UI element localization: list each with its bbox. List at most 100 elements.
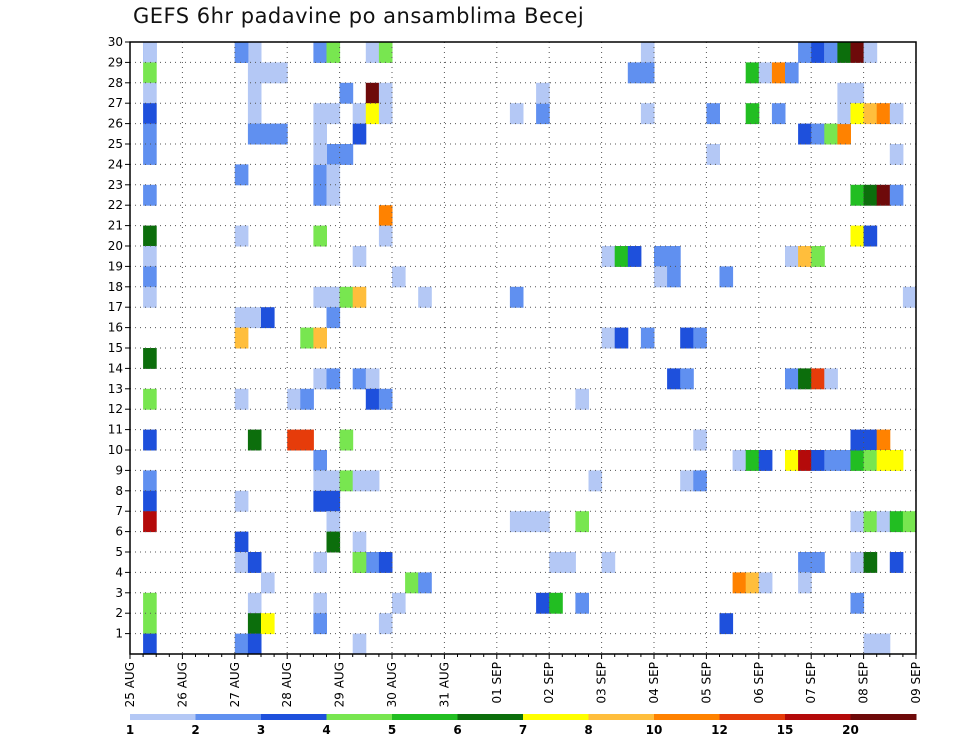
heatmap-cell <box>247 103 262 125</box>
colorbar-label: 1 <box>126 723 134 737</box>
heatmap-cell <box>378 613 393 635</box>
heatmap-cell <box>876 103 891 125</box>
y-tick-label: 1 <box>115 627 123 641</box>
heatmap-cell <box>143 82 157 104</box>
heatmap-cell <box>261 123 275 145</box>
heatmap-cell <box>326 470 341 492</box>
heatmap-cell <box>234 327 249 349</box>
heatmap-cell <box>719 613 734 635</box>
heatmap-cell <box>667 368 681 390</box>
colorbar-swatch <box>195 714 262 720</box>
y-tick-label: 23 <box>108 178 123 192</box>
heatmap-cell <box>234 633 249 655</box>
heatmap-cell <box>247 429 262 451</box>
heatmap-cell <box>745 450 760 471</box>
heatmap-cell <box>143 144 157 165</box>
heatmap-cell <box>824 368 838 390</box>
heatmap-cell <box>378 225 393 247</box>
heatmap-cell <box>732 450 747 471</box>
heatmap-cell <box>418 286 432 308</box>
heatmap-cell <box>680 470 694 492</box>
colorbar-label: 8 <box>584 723 592 737</box>
heatmap-cell <box>863 450 878 471</box>
x-tick-label: 08 SEP <box>857 662 871 704</box>
y-tick-label: 28 <box>108 76 123 90</box>
heatmap-cell <box>143 103 157 125</box>
heatmap-cell <box>143 184 157 206</box>
heatmap-cell <box>863 511 878 533</box>
heatmap-cell <box>261 307 275 329</box>
heatmap-cell <box>509 511 524 533</box>
heatmap-cell <box>798 552 812 573</box>
colorbar-label: 3 <box>257 723 265 737</box>
heatmap-cell <box>143 633 157 655</box>
heatmap-cell <box>837 450 851 471</box>
heatmap-cell <box>378 552 393 573</box>
x-tick-label: 04 SEP <box>647 662 661 704</box>
heatmap-cell <box>234 388 249 410</box>
heatmap-cell <box>143 511 157 533</box>
heatmap-cell <box>247 82 262 104</box>
x-tick-label: 27 AUG <box>228 662 242 707</box>
heatmap-cell <box>509 103 524 125</box>
heatmap-cell <box>378 82 393 104</box>
heatmap-cell <box>536 82 550 104</box>
colorbar-label: 12 <box>711 723 728 737</box>
heatmap-cell <box>234 531 249 553</box>
colorbar-swatch <box>130 714 196 720</box>
heatmap-cell <box>693 429 707 451</box>
heatmap-cell <box>234 164 249 186</box>
heatmap-cell <box>889 511 904 533</box>
heatmap-cell <box>876 429 891 451</box>
heatmap-cell <box>680 368 694 390</box>
chart-title: GEFS 6hr padavine po ansamblima Becej <box>133 4 585 28</box>
heatmap-cell <box>745 103 760 125</box>
heatmap-cell <box>143 490 157 512</box>
heatmap-cell <box>732 572 747 594</box>
heatmap-cell <box>863 552 878 573</box>
heatmap-cell <box>143 470 157 492</box>
colorbar-swatch <box>326 714 393 720</box>
heatmap-cell <box>261 572 275 594</box>
heatmap-cell <box>143 42 157 63</box>
heatmap-cell <box>627 246 642 267</box>
heatmap-cell <box>798 572 812 594</box>
y-tick-label: 16 <box>108 321 123 335</box>
heatmap-cell <box>352 531 367 553</box>
heatmap-cell <box>824 450 838 471</box>
heatmap-cell <box>313 450 327 471</box>
heatmap-cell <box>509 286 524 308</box>
heatmap-cell <box>143 348 157 369</box>
heatmap-cell <box>234 552 249 573</box>
heatmap-cell <box>365 552 380 573</box>
heatmap-cell <box>850 511 865 533</box>
y-tick-label: 8 <box>115 484 123 498</box>
heatmap-cell <box>614 327 629 349</box>
heatmap-cell <box>863 633 878 655</box>
heatmap-cell <box>902 511 917 533</box>
heatmap-cell <box>274 62 288 84</box>
heatmap-cell <box>378 388 393 410</box>
heatmap-cell <box>352 103 367 125</box>
y-tick-label: 27 <box>108 96 123 110</box>
colorbar-label: 15 <box>777 723 794 737</box>
colorbar-swatch <box>850 714 917 720</box>
heatmap-cell <box>549 552 563 573</box>
heatmap-cell <box>287 429 301 451</box>
x-tick-label: 25 AUG <box>123 662 137 707</box>
heatmap-cell <box>811 368 825 390</box>
x-tick-label: 31 AUG <box>437 662 451 707</box>
heatmap-cell <box>549 592 563 614</box>
heatmap-cell <box>365 103 380 125</box>
colorbar-swatch <box>785 714 851 720</box>
heatmap-cell <box>863 42 878 63</box>
heatmap-cell <box>378 103 393 125</box>
heatmap-cell <box>300 429 314 451</box>
y-tick-label: 4 <box>115 565 123 579</box>
y-tick-label: 15 <box>108 341 123 355</box>
heatmap-cell <box>378 42 393 63</box>
heatmap-cell <box>365 82 380 104</box>
heatmap-cell <box>261 613 275 635</box>
heatmap-cell <box>771 62 786 84</box>
heatmap-cell <box>850 592 865 614</box>
